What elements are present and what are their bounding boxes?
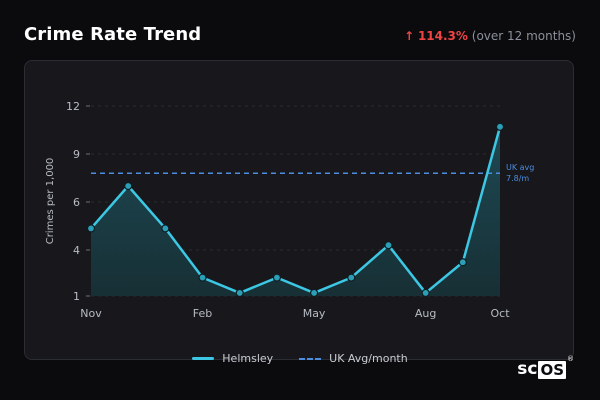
data-point	[124, 181, 133, 191]
y-tick-label: 1	[73, 290, 80, 303]
x-tick-label: Nov	[80, 307, 102, 320]
data-point	[421, 288, 430, 298]
y-tick-label: 9	[73, 148, 80, 161]
series-line-layer	[89, 125, 502, 295]
data-point	[458, 258, 467, 267]
y-tick-label: 4	[73, 244, 80, 257]
average-label-line1: UK avg	[506, 163, 534, 172]
brand-logo: sc OS ®	[517, 355, 574, 379]
legend-series-label: Helmsley	[222, 352, 274, 365]
x-tick-label: Oct	[490, 307, 510, 320]
y-tick-label: 12	[66, 100, 80, 113]
legend-average-swatch	[299, 357, 322, 360]
change-value: 114.3%	[417, 29, 468, 43]
data-point	[161, 224, 170, 233]
data-point	[309, 288, 319, 298]
legend-item-series[interactable]: Helmsley	[192, 352, 273, 365]
legend-series-swatch	[192, 357, 215, 360]
data-point	[384, 241, 393, 250]
data-point	[235, 288, 244, 298]
change-summary: ↑ 114.3% (over 12 months)	[404, 29, 576, 43]
series-line-helmsley	[89, 125, 502, 295]
y-axis-label: Crimes per 1,000	[45, 158, 56, 245]
average-label-line2: 7.8/m	[506, 174, 529, 183]
area-fill	[91, 126, 500, 296]
legend-average-label: UK Avg/month	[329, 352, 408, 365]
y-tick-labels: 1 4 6 9 12	[66, 100, 80, 303]
brand-logo-right: OS	[538, 361, 566, 379]
brand-registered-mark: ®	[567, 355, 574, 363]
average-layer: UK avg 7.8/m	[91, 163, 534, 183]
brand-logo-left: sc	[517, 359, 538, 379]
x-tick-labels: Nov Feb May Aug Oct	[80, 307, 510, 320]
data-point	[272, 273, 282, 282]
change-up-arrow: ↑	[404, 29, 415, 43]
legend-item-average[interactable]: UK Avg/month	[299, 352, 408, 365]
data-point	[347, 273, 356, 282]
data-point	[86, 224, 96, 233]
page-title: Crime Rate Trend	[24, 24, 202, 45]
change-note: (over 12 months)	[471, 29, 576, 43]
series-points	[86, 122, 505, 298]
y-tick-label: 6	[73, 196, 80, 209]
data-point	[198, 273, 207, 282]
x-tick-label: May	[303, 307, 326, 320]
chart-legend: Helmsley UK Avg/month	[0, 352, 600, 365]
x-tick-label: Feb	[193, 307, 212, 320]
series-area-fill	[91, 126, 500, 296]
x-tick-label: Aug	[415, 307, 436, 320]
data-point	[495, 122, 505, 131]
